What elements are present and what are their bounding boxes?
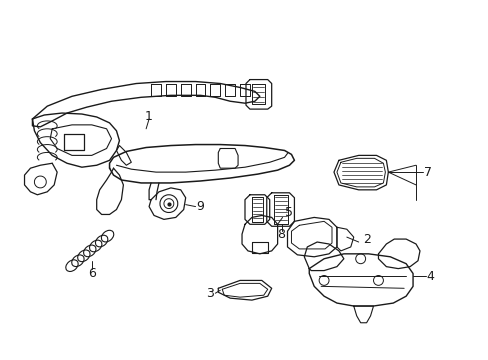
Text: 7: 7 xyxy=(423,166,431,179)
Text: 4: 4 xyxy=(425,270,433,283)
Text: 3: 3 xyxy=(206,287,214,300)
Text: 9: 9 xyxy=(196,200,204,213)
Text: 2: 2 xyxy=(362,233,370,246)
Text: 5: 5 xyxy=(285,206,293,219)
Text: 1: 1 xyxy=(145,109,153,122)
Text: 6: 6 xyxy=(88,267,96,280)
Text: 8: 8 xyxy=(277,228,285,240)
